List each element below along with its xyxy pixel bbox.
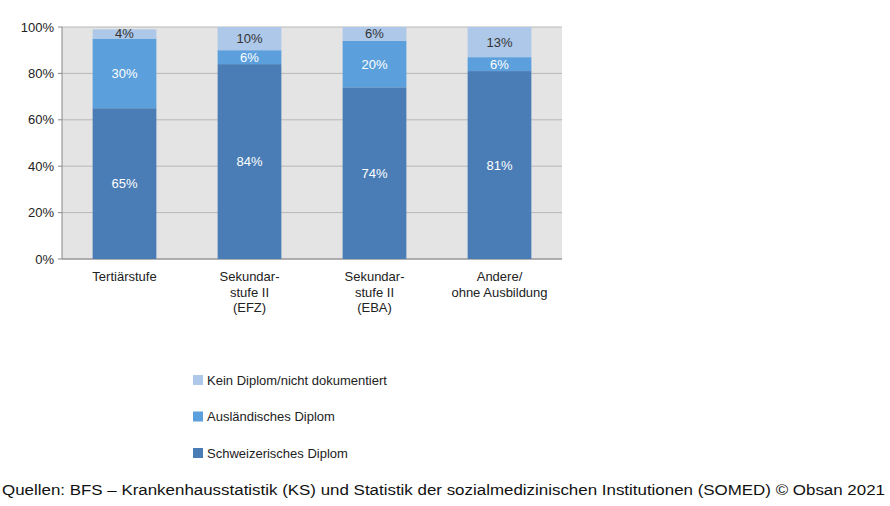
x-tick-label-line: stufe II: [355, 285, 394, 300]
bar-segment: [343, 41, 407, 87]
bar-segment: [93, 108, 157, 259]
x-tick-label: Sekundar-stufe II(EBA): [345, 269, 405, 315]
x-tick-label: Andere/ohne Ausbildung: [451, 269, 547, 300]
x-tick-label-line: Tertiärstufe: [92, 269, 156, 284]
data-label: 13%: [486, 35, 512, 50]
data-label: 81%: [486, 158, 512, 173]
data-label: 6%: [490, 57, 509, 72]
data-label: 4%: [115, 26, 134, 41]
x-tick-label: Tertiärstufe: [92, 269, 156, 284]
legend: Kein Diplom/nicht dokumentiert Ausländisc…: [193, 373, 387, 461]
data-label: 10%: [236, 31, 262, 46]
legend-swatch: [193, 412, 203, 422]
x-tick-label-line: (EFZ): [233, 300, 266, 315]
bar-segment: [218, 64, 282, 259]
bar-segment: [468, 27, 532, 57]
chart-container: 0% 20% 40% 60% 80% 100% 65% 30% 4% 84% 6% 10% 74% 20%…: [0, 0, 890, 506]
x-tick-label-line: Andere/: [477, 269, 523, 284]
bar-segment: [93, 39, 157, 109]
x-tick-label-line: Sekundar-: [345, 269, 405, 284]
x-tick-label-line: ohne Ausbildung: [451, 285, 547, 300]
bars: [93, 27, 532, 259]
x-tick-label-line: (EBA): [357, 300, 392, 315]
bar-segment: [343, 87, 407, 259]
data-label: 65%: [111, 176, 137, 191]
legend-swatch: [193, 448, 203, 458]
plot-background: [62, 27, 562, 259]
data-label: 84%: [236, 154, 262, 169]
data-labels: 65% 30% 4% 84% 6% 10% 74% 20% 6% 81% 6% 13%: [111, 26, 512, 191]
bar-segment: [468, 71, 532, 259]
tick-mark: [58, 73, 62, 74]
y-tick-label: 80%: [28, 66, 54, 81]
tick-mark: [58, 259, 62, 260]
y-axis-line: [62, 27, 63, 259]
y-tick-label: 20%: [28, 205, 54, 220]
legend-label: Schweizerisches Diplom: [207, 446, 348, 461]
data-label: 20%: [361, 57, 387, 72]
x-tick-label-line: Sekundar-: [220, 269, 280, 284]
y-tick-label: 0%: [35, 252, 54, 267]
data-label: 6%: [240, 50, 259, 65]
bar-segment: [343, 27, 407, 41]
y-tick-label: 100%: [21, 20, 55, 35]
tick-mark: [58, 212, 62, 213]
source-note: Quellen: BFS – Krankenhausstatistik (KS)…: [2, 482, 885, 498]
bar-segment: [218, 27, 282, 50]
x-tick-label-line: stufe II: [230, 285, 269, 300]
legend-label: Ausländisches Diplom: [207, 409, 335, 424]
chart-svg: 0% 20% 40% 60% 80% 100% 65% 30% 4% 84% 6% 10% 74% 20%…: [0, 0, 890, 506]
legend-swatch: [193, 375, 203, 385]
legend-label: Kein Diplom/nicht dokumentiert: [207, 373, 387, 388]
bar-segment: [468, 57, 532, 71]
y-tick-label: 60%: [28, 112, 54, 127]
tick-mark: [58, 119, 62, 120]
tick-mark: [58, 27, 62, 28]
data-label: 30%: [111, 66, 137, 81]
y-tick-label: 40%: [28, 159, 54, 174]
tick-mark: [58, 166, 62, 167]
data-label: 6%: [365, 26, 384, 41]
x-tick-label: Sekundar-stufe II(EFZ): [220, 269, 280, 315]
bar-segment: [218, 50, 282, 64]
data-label: 74%: [361, 166, 387, 181]
